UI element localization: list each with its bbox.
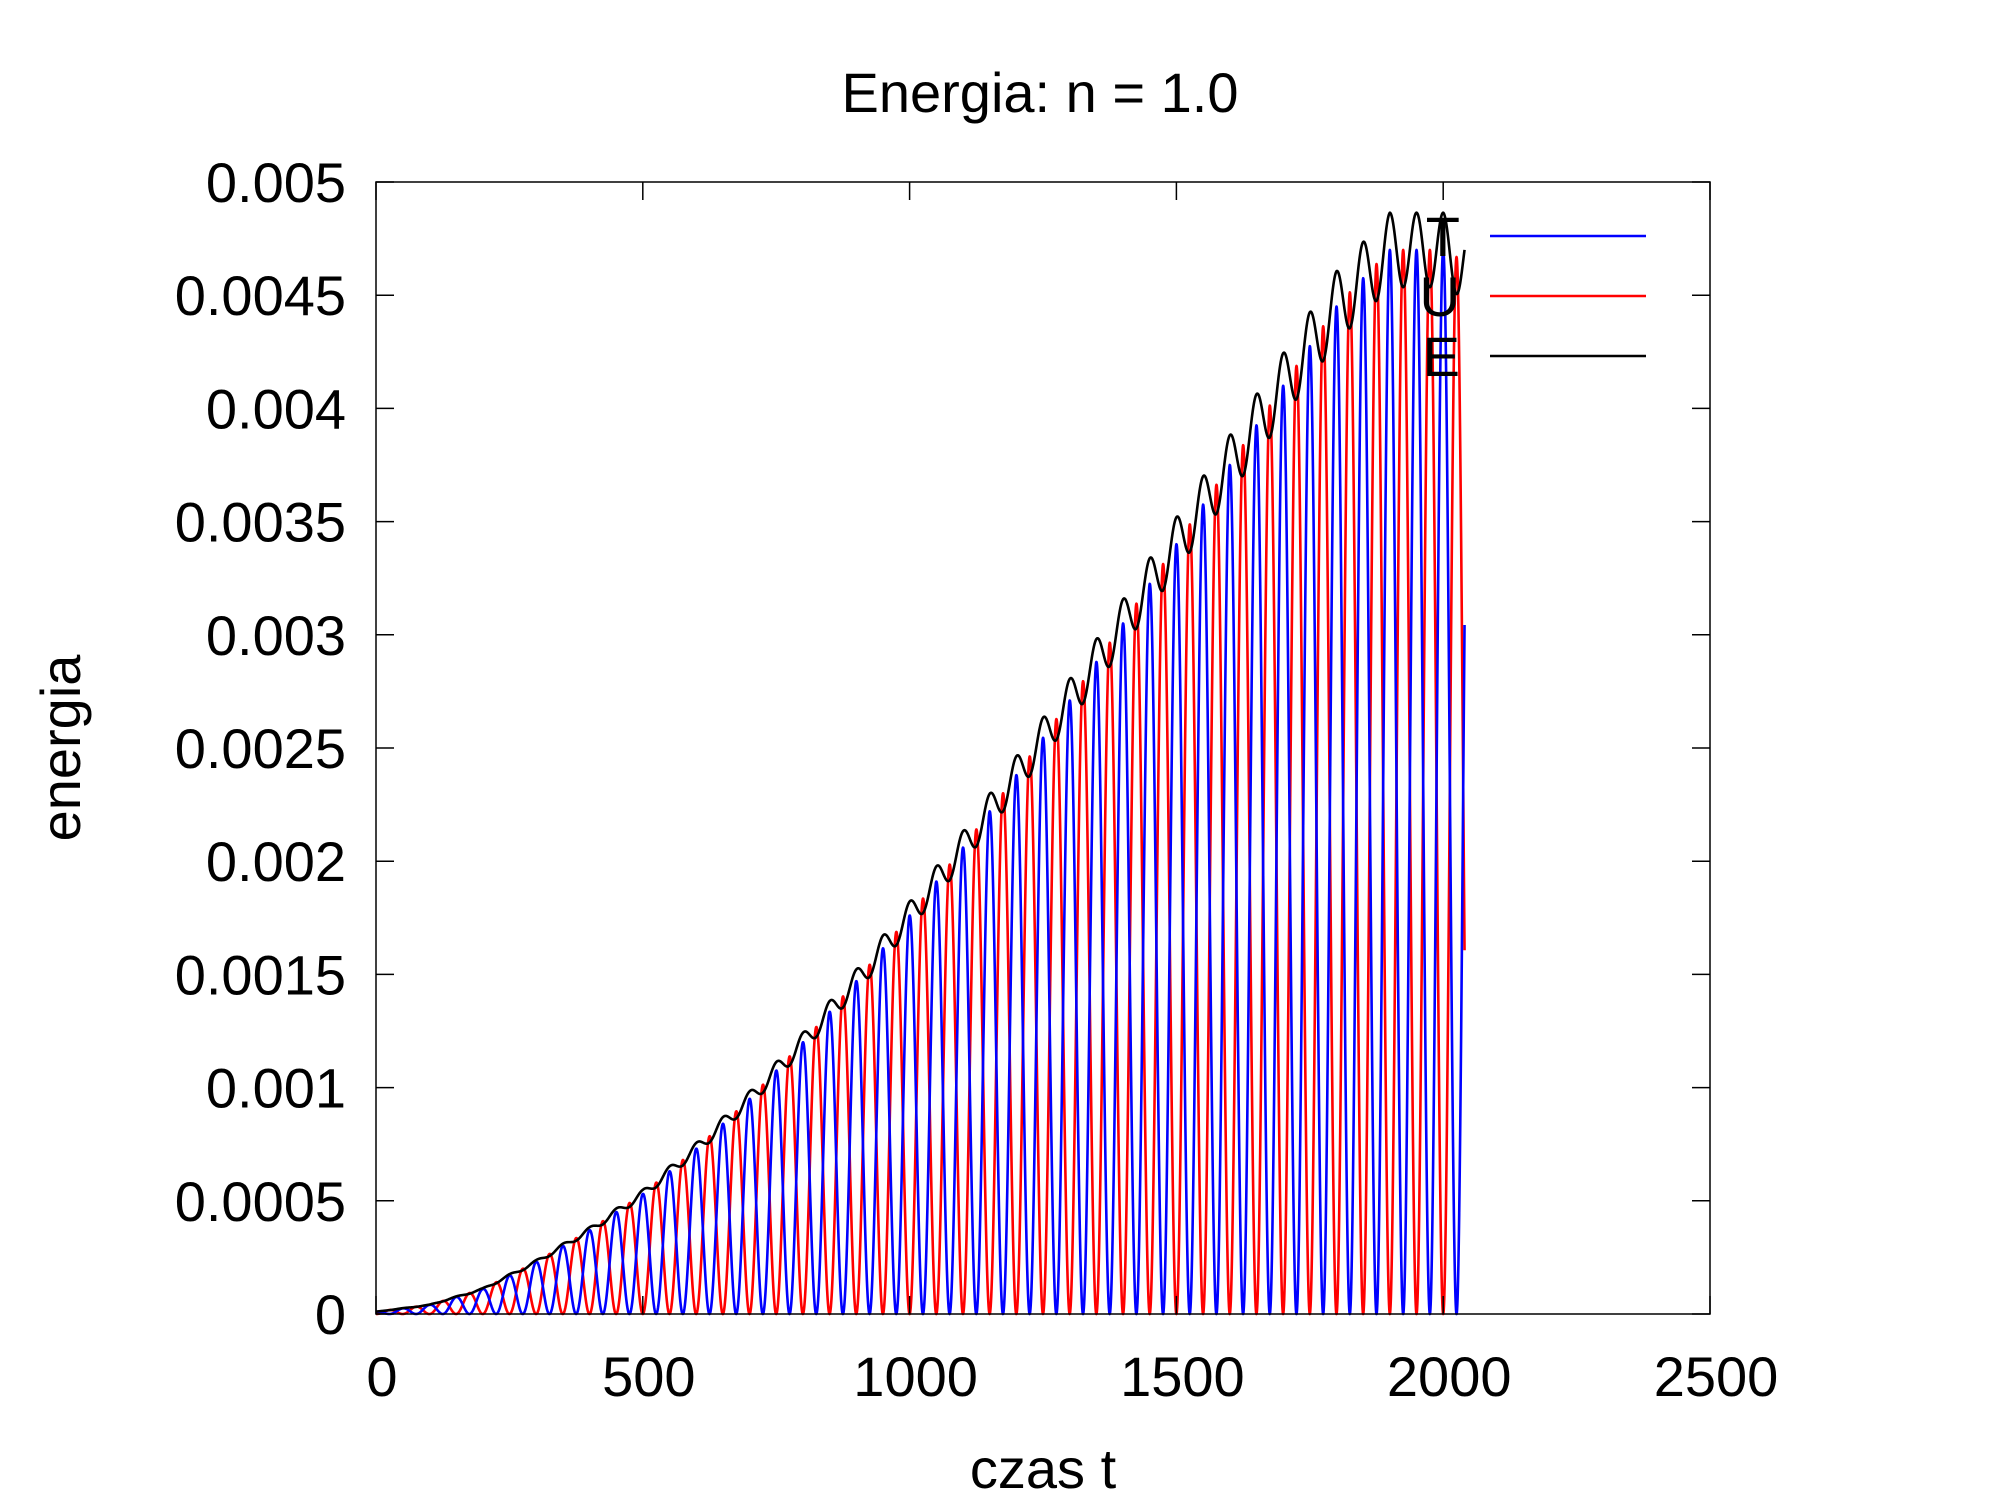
x-tick-label: 500 — [602, 1345, 695, 1408]
y-tick-label: 0.003 — [206, 604, 346, 667]
y-tick-label: 0.0035 — [175, 491, 346, 554]
ticks-layer — [375, 181, 1711, 1315]
legend: TUE — [1420, 205, 1646, 388]
legend-label-E: E — [1423, 325, 1460, 388]
tick-labels-layer: 0 500 1000 1500 2000 2500 0 0.0005 0.001 0.0015 0.… — [175, 151, 1779, 1408]
y-tick-label: 0.0025 — [175, 717, 346, 780]
x-tick-label: 2000 — [1387, 1345, 1512, 1408]
y-tick-label: 0.004 — [206, 377, 346, 440]
y-tick-label: 0.001 — [206, 1057, 346, 1120]
legend-label-U: U — [1420, 265, 1460, 328]
x-tick-label: 0 — [366, 1345, 397, 1408]
y-tick-label: 0.0005 — [175, 1170, 346, 1233]
y-tick-label: 0.005 — [206, 151, 346, 214]
legend-label-T: T — [1426, 205, 1460, 268]
series-line-T — [374, 248, 1466, 1316]
y-tick-label: 0.0045 — [175, 264, 346, 327]
x-tick-label: 2500 — [1654, 1345, 1779, 1408]
x-axis-label: czas t — [970, 1437, 1117, 1500]
y-tick-label: 0.0015 — [175, 943, 346, 1006]
y-axis-label: energia — [29, 654, 92, 842]
series-layer — [374, 211, 1466, 1316]
y-tick-label: 0 — [315, 1283, 346, 1346]
y-tick-label: 0.002 — [206, 830, 346, 893]
x-tick-label: 1000 — [853, 1345, 978, 1408]
series-line-E — [374, 211, 1466, 1313]
x-tick-label: 1500 — [1120, 1345, 1245, 1408]
chart-title: Energia: n = 1.0 — [842, 61, 1239, 124]
